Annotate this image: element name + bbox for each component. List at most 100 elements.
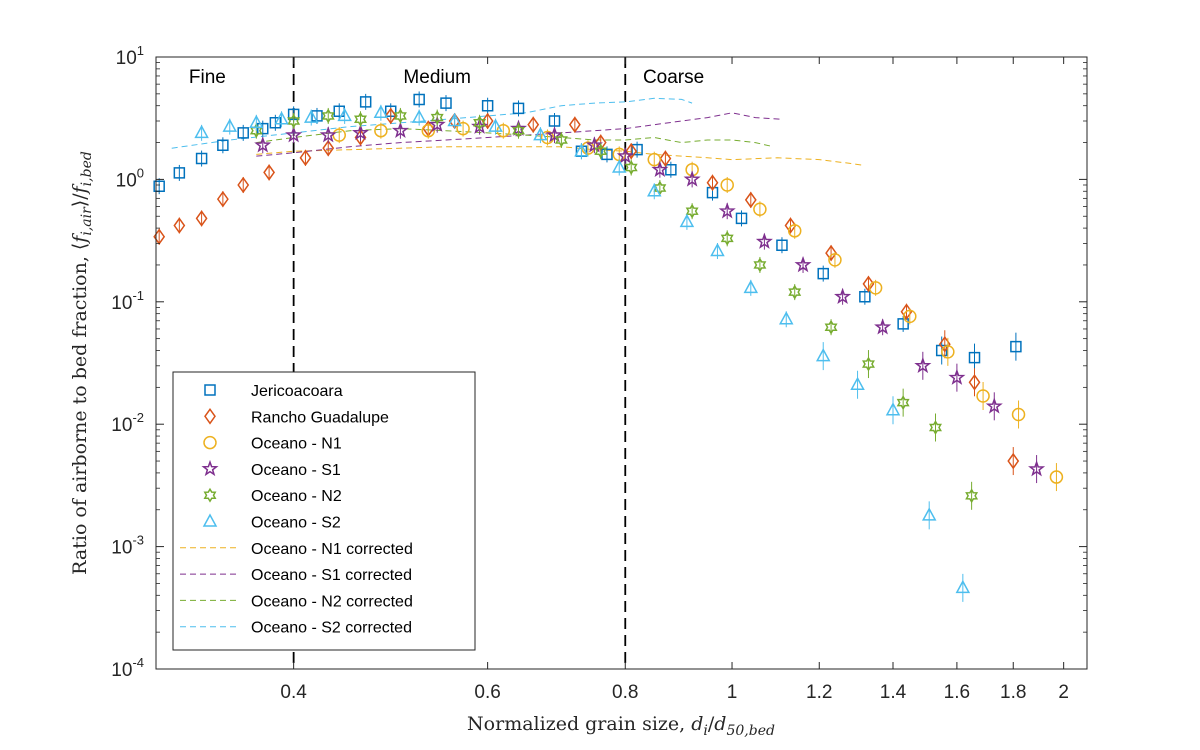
data-point (776, 239, 788, 251)
data-point (948, 368, 966, 385)
legend-label: Oceano - S2 (251, 515, 341, 532)
data-point (720, 178, 734, 192)
data-point (440, 97, 452, 109)
y-tick-label: 101 (116, 43, 144, 69)
corrected-line-2 (256, 128, 774, 148)
x-tick-label: 0.6 (474, 682, 500, 703)
data-point (428, 115, 446, 132)
data-point (311, 110, 323, 122)
legend-label: Jericoacoara (251, 383, 343, 400)
data-point (594, 143, 608, 159)
data-point (921, 507, 937, 521)
data-point (173, 217, 186, 234)
data-point (222, 118, 238, 132)
corrected-line-3 (171, 97, 693, 149)
data-point (753, 257, 767, 273)
data-point (540, 130, 555, 145)
data-point (430, 110, 444, 126)
data-point (778, 311, 794, 325)
legend-marker (202, 513, 218, 527)
data-point (720, 230, 734, 246)
data-point (257, 122, 269, 135)
legend-label: Oceano - N2 (251, 488, 342, 505)
data-point (359, 96, 372, 108)
region-label-coarse: Coarse (643, 67, 704, 88)
data-point (263, 164, 276, 181)
data-point (545, 126, 564, 143)
data-point (574, 143, 589, 157)
data-point (421, 123, 436, 138)
data-point (1010, 340, 1022, 353)
data-point (685, 203, 699, 219)
data-point (568, 116, 581, 133)
data-point (787, 224, 802, 238)
data-point (351, 123, 370, 141)
legend-label: Oceano - N1 (251, 436, 342, 453)
data-point (481, 99, 494, 112)
x-tick-label: 1 (727, 682, 738, 703)
legend-marker (201, 459, 219, 477)
data-point (354, 111, 367, 127)
region-label-medium: Medium (403, 67, 471, 88)
data-point (743, 279, 759, 294)
corrected-line-0 (256, 146, 865, 166)
data-point (885, 402, 901, 416)
data-point (651, 160, 669, 177)
data-point (862, 275, 875, 293)
data-point (274, 111, 289, 125)
legend-label: Oceano - N2 corrected (251, 593, 413, 610)
data-point (332, 128, 346, 142)
data-point (941, 345, 955, 359)
data-point (744, 191, 757, 209)
x-tick-label: 1.8 (1000, 682, 1026, 703)
x-tick-label: 0.4 (280, 682, 307, 703)
data-point (735, 212, 748, 225)
y-axis-title: Ratio of airborne to bed fraction, ⟨fi,a… (69, 151, 95, 575)
y-tick-label: 100 (116, 165, 144, 191)
data-point (413, 93, 425, 106)
data-point (859, 290, 871, 303)
x-tick-label: 2 (1058, 682, 1069, 703)
data-point (391, 121, 409, 138)
data-point (647, 183, 662, 197)
data-point (319, 126, 337, 143)
legend-marker (203, 435, 217, 450)
corrected-line-1 (256, 112, 783, 157)
axes-box (155, 56, 1088, 670)
data-point (512, 123, 525, 139)
data-point (788, 284, 802, 300)
data-point (616, 147, 634, 164)
data-point (834, 287, 852, 304)
data-point (968, 373, 981, 391)
data-point (217, 139, 229, 152)
data-point (825, 244, 837, 262)
data-point (447, 112, 462, 127)
data-point (481, 112, 494, 130)
data-point (173, 167, 186, 179)
data-point (153, 180, 165, 192)
data-point (631, 143, 643, 156)
data-point (624, 160, 638, 176)
data-point (585, 136, 603, 153)
series-5 (194, 104, 971, 602)
data-point (625, 142, 638, 160)
legend-label: Rancho Guadalupe (251, 409, 389, 426)
y-tick-label: 10-2 (111, 410, 144, 436)
data-point (473, 115, 487, 131)
data-point (1007, 452, 1020, 470)
data-point (914, 356, 932, 374)
x-axis-title: Normalized grain size, di/d50,bed (467, 713, 775, 739)
legend-label: Oceano - S1 (251, 462, 341, 479)
data-point (512, 102, 525, 115)
data-point (527, 116, 540, 133)
data-point (850, 376, 865, 391)
data-point (533, 127, 548, 141)
data-point (965, 488, 979, 504)
x-tick-label: 0.8 (612, 682, 638, 703)
data-point (824, 319, 838, 335)
data-point (321, 108, 335, 124)
data-point (373, 104, 389, 119)
data-point (303, 109, 319, 123)
legend-marker (204, 408, 216, 425)
